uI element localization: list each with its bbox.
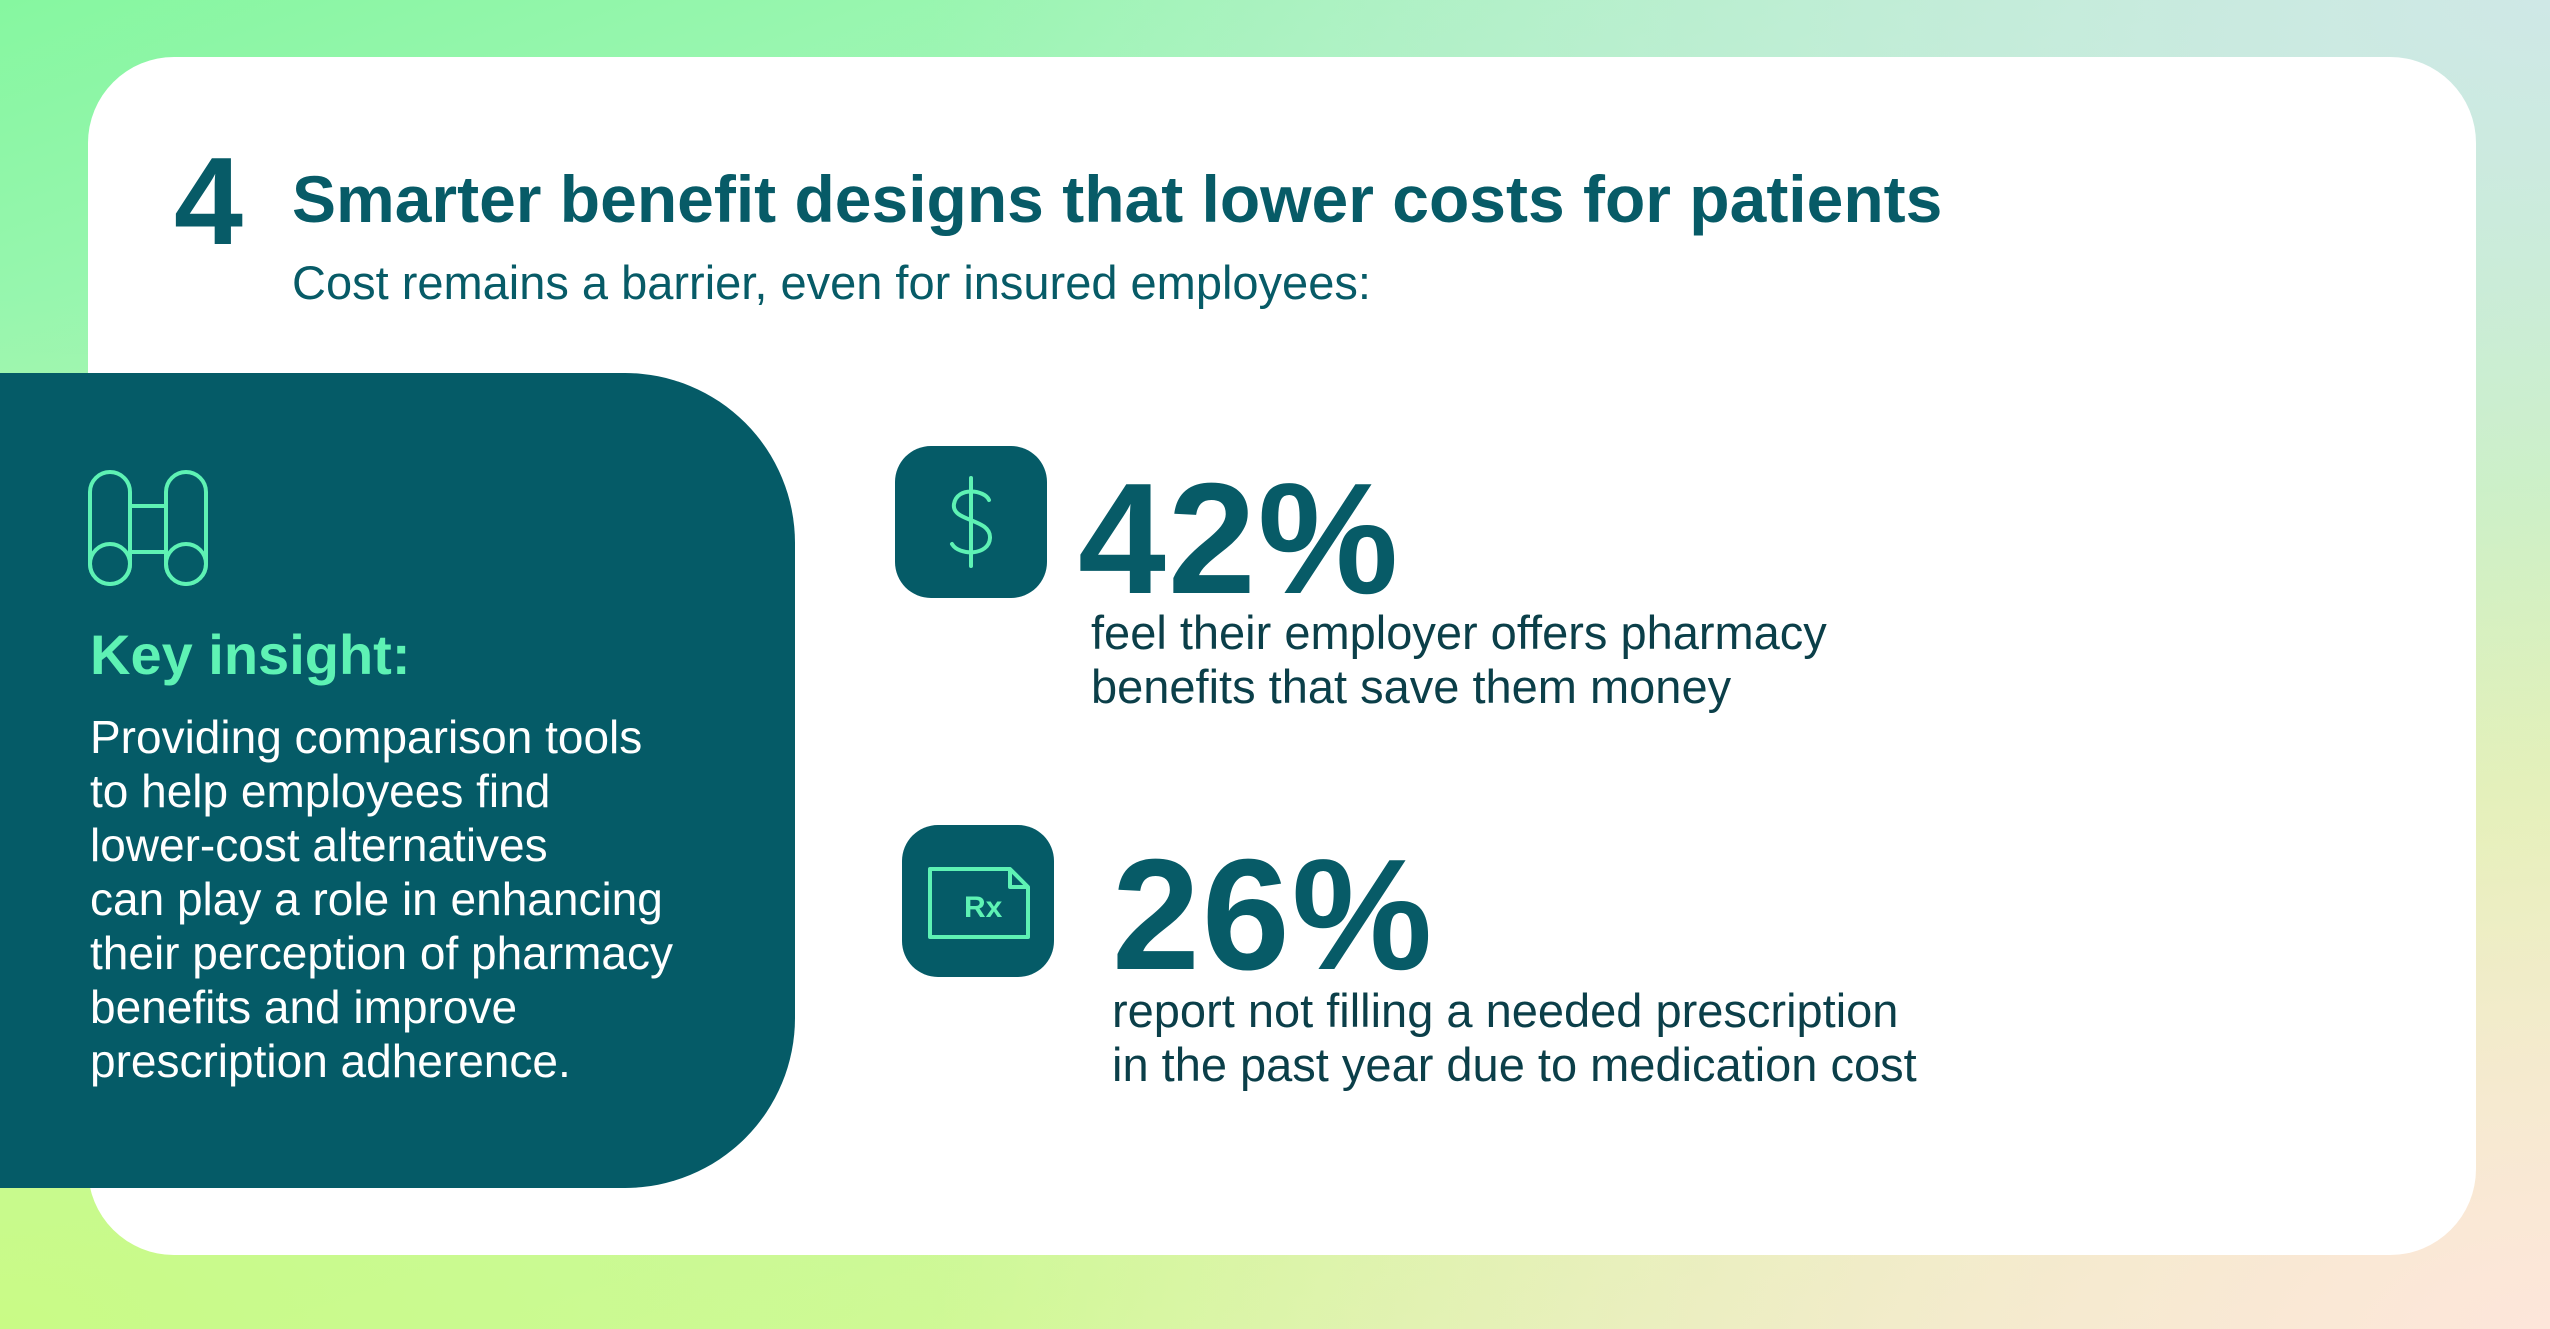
key-insight-line: can play a role in enhancing xyxy=(90,873,663,925)
stat-value: 42% xyxy=(1078,451,1401,627)
prescription-icon: Rx xyxy=(928,867,1030,939)
key-insight-line: their perception of pharmacy xyxy=(90,927,673,979)
binoculars-icon xyxy=(88,470,208,586)
key-insight-heading: Key insight: xyxy=(90,623,411,686)
stat-description: report not filling a needed prescription… xyxy=(1112,984,1917,1092)
dollar-icon-tile xyxy=(895,446,1047,598)
stat-description-line: report not filling a needed prescription xyxy=(1112,984,1899,1037)
stat-value: 26% xyxy=(1112,827,1435,1003)
key-insight-line: Providing comparison tools xyxy=(90,711,643,763)
dollar-icon xyxy=(950,476,993,568)
prescription-icon-tile: Rx xyxy=(902,825,1054,977)
stat-description-line: benefits that save them money xyxy=(1091,660,1732,713)
key-insight-panel xyxy=(0,373,795,1188)
prescription-icon-label: Rx xyxy=(964,891,1003,924)
key-insight-line: benefits and improve xyxy=(90,981,518,1033)
key-insight-line: to help employees find xyxy=(90,765,551,817)
stat-description-line: feel their employer offers pharmacy xyxy=(1091,606,1827,659)
key-insight-text: Providing comparison tools to help emplo… xyxy=(90,710,780,1088)
key-insight-line: prescription adherence. xyxy=(90,1035,571,1087)
page-title: Smarter benefit designs that lower costs… xyxy=(292,162,1943,236)
page-subtitle: Cost remains a barrier, even for insured… xyxy=(292,256,1371,309)
stat-description-line: in the past year due to medication cost xyxy=(1112,1038,1917,1091)
key-insight-line: lower-cost alternatives xyxy=(90,819,548,871)
section-number: 4 xyxy=(174,133,243,271)
stat-description: feel their employer offers pharmacy bene… xyxy=(1091,606,1827,714)
